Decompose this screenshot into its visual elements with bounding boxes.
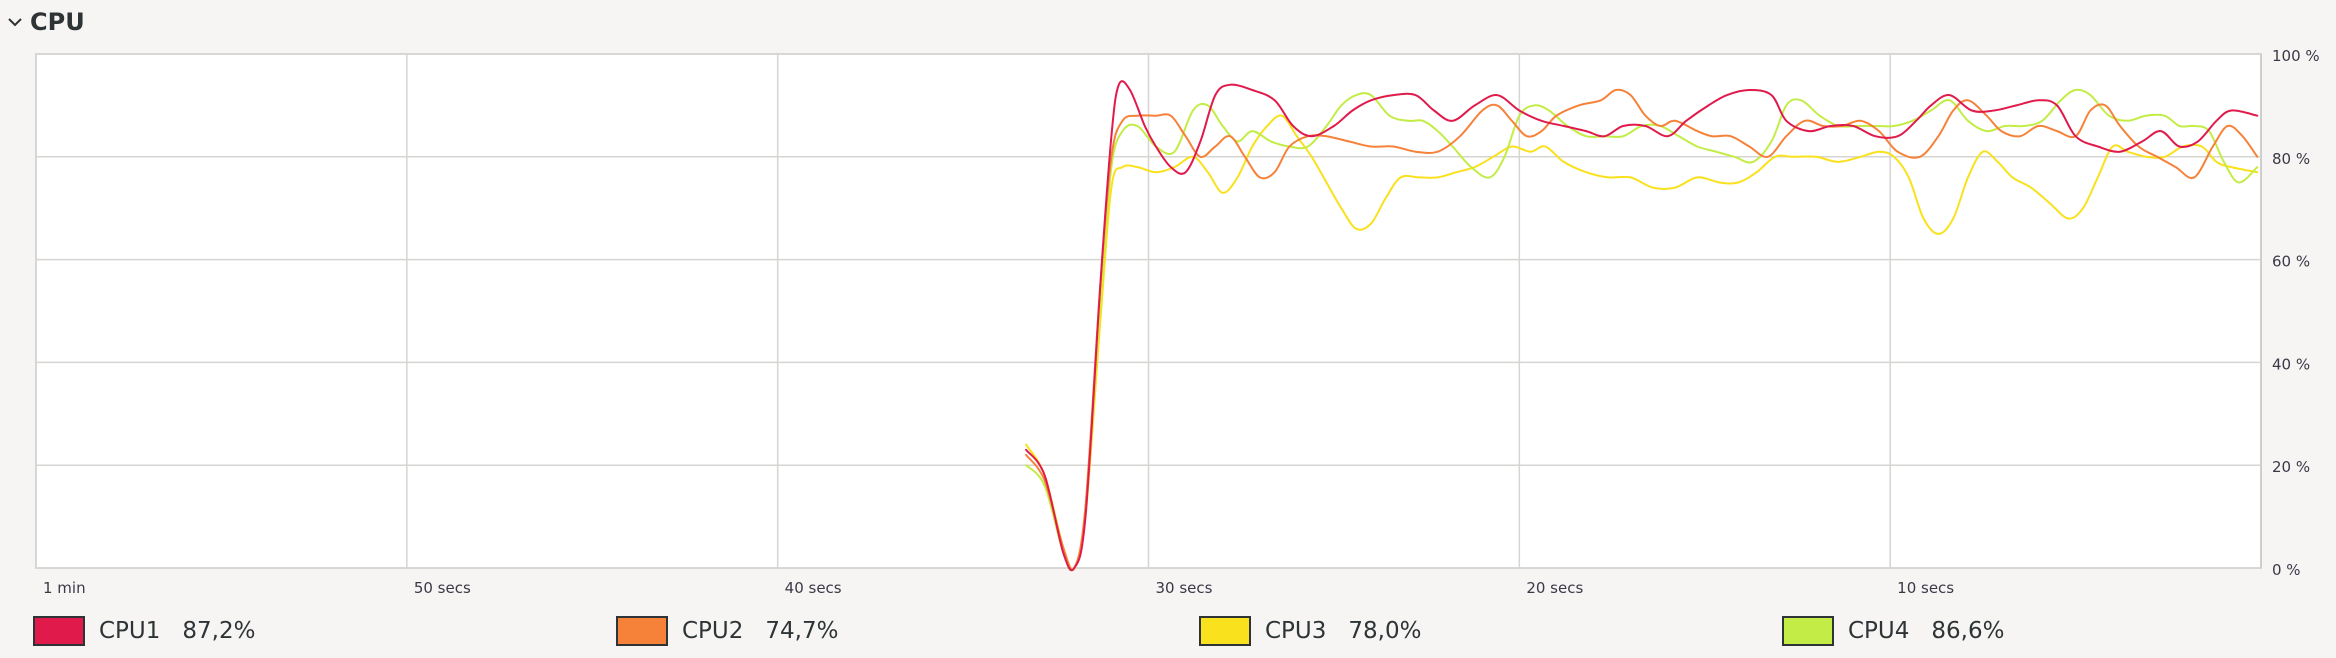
color-swatch-cpu4[interactable] — [1782, 616, 1834, 646]
y-tick-label: 20 % — [2272, 458, 2310, 476]
legend-value-cpu1: 87,2% — [182, 618, 256, 644]
x-tick-label: 50 secs — [414, 579, 471, 597]
x-tick-label: 10 secs — [1897, 579, 1954, 597]
legend-value-cpu2: 74,7% — [765, 618, 839, 644]
series-line-cpu1 — [1025, 80, 2259, 572]
legend-value-cpu4: 86,6% — [1931, 618, 2005, 644]
y-tick-label: 60 % — [2272, 253, 2310, 271]
cpu-section-header[interactable]: CPU — [0, 0, 85, 44]
legend-item-cpu4[interactable]: CPU4 86,6% — [1782, 610, 2004, 652]
legend-label-cpu3: CPU3 — [1265, 618, 1327, 644]
chevron-down-icon[interactable] — [6, 13, 24, 31]
y-tick-label: 100 % — [2272, 47, 2320, 65]
x-tick-label: 40 secs — [785, 579, 842, 597]
series-line-cpu3 — [1025, 114, 2259, 571]
legend-label-cpu2: CPU2 — [682, 618, 744, 644]
color-swatch-cpu3[interactable] — [1199, 616, 1251, 646]
y-tick-label: 40 % — [2272, 355, 2310, 373]
legend-item-cpu3[interactable]: CPU3 78,0% — [1199, 610, 1421, 652]
x-tick-label: 30 secs — [1156, 579, 1213, 597]
legend-item-cpu1[interactable]: CPU1 87,2% — [33, 610, 255, 652]
series-line-cpu2 — [1025, 88, 2259, 571]
color-swatch-cpu1[interactable] — [33, 616, 85, 646]
legend-label-cpu4: CPU4 — [1848, 618, 1910, 644]
y-tick-label: 0 % — [2272, 561, 2301, 579]
section-title: CPU — [30, 8, 85, 36]
legend-label-cpu1: CPU1 — [99, 618, 161, 644]
cpu-legend: CPU1 87,2% CPU2 74,7% CPU3 78,0% CPU4 86… — [0, 610, 2336, 652]
cpu-history-graph: 100 % 80 % 60 % 40 % 20 % 0 % 1 min 50 secs 40 s… — [35, 47, 2320, 597]
x-tick-label: 1 min — [43, 579, 86, 597]
x-tick-label: 20 secs — [1526, 579, 1583, 597]
legend-value-cpu3: 78,0% — [1348, 618, 1422, 644]
color-swatch-cpu2[interactable] — [616, 616, 668, 646]
y-tick-label: 80 % — [2272, 150, 2310, 168]
legend-item-cpu2[interactable]: CPU2 74,7% — [616, 610, 838, 652]
